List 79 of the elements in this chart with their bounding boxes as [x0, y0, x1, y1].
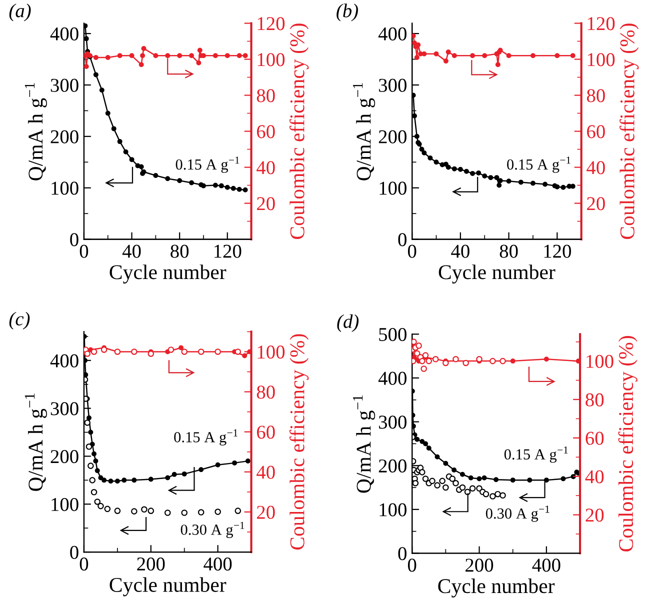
- y-axis-title: Q/mA h g$^{−1}$: [352, 82, 376, 180]
- annotation: 0.15 A g$^{−1}$: [507, 156, 570, 173]
- x-tick-label: 0: [408, 244, 416, 258]
- annotation: 0.30 A g$^{−1}$: [180, 522, 244, 538]
- y-tick-label: 100: [52, 498, 78, 512]
- y-tick-label: 100: [380, 182, 406, 195]
- chart-title: (c): [9, 312, 30, 330]
- y2-tick-label: 120: [258, 17, 285, 30]
- y2-axis-title: Coulombic efficiency (%): [289, 24, 309, 239]
- y2-tick-label: 100: [586, 354, 614, 368]
- x-tick-label: 400: [532, 558, 560, 572]
- annotation: 0.15 A g$^{−1}$: [176, 156, 240, 173]
- y2-tick-label: 40: [585, 470, 604, 484]
- x-tick-label: 0: [80, 557, 88, 571]
- y2-tick-label: 80: [586, 89, 605, 102]
- x-tick-label: 80: [500, 244, 518, 258]
- x-tick-label: 0: [408, 558, 416, 572]
- y-tick-label: 300: [50, 402, 78, 416]
- annotation: 0.15 A g$^{−1}$: [504, 446, 568, 463]
- y2-tick-label: 100: [258, 346, 285, 359]
- chart-title: (d): [337, 314, 359, 332]
- y-tick-label: 400: [378, 372, 406, 385]
- y2-tick-label: 40: [256, 161, 275, 174]
- x-tick-label: 200: [466, 558, 494, 572]
- y-axis-title: Q/mA h g$^{−1}$: [352, 395, 376, 493]
- y2-tick-label: 20: [587, 197, 605, 210]
- y-tick-label: 300: [378, 78, 406, 92]
- y-tick-label: 0: [70, 233, 78, 246]
- annotation: 0.30 A g$^{−1}$: [486, 506, 550, 522]
- y-tick-label: 500: [379, 328, 406, 342]
- annotation: 0.15 A g$^{−1}$: [174, 429, 238, 446]
- y-tick-label: 300: [50, 78, 78, 92]
- x-tick-label: 80: [170, 244, 189, 258]
- y2-tick-label: 20: [257, 506, 275, 519]
- y-tick-label: 200: [378, 130, 406, 144]
- y2-tick-label: 60: [586, 432, 604, 445]
- y2-tick-label: 80: [586, 393, 604, 406]
- y-tick-label: 300: [378, 416, 406, 429]
- y-tick-label: 0: [398, 547, 406, 560]
- chart-title: (a): [9, 4, 31, 22]
- y2-tick-label: 60: [587, 125, 605, 138]
- y-tick-label: 0: [70, 546, 78, 559]
- y-axis-title: Q/mA h g$^{−1}$: [24, 394, 47, 491]
- y-tick-label: 400: [378, 27, 406, 40]
- y2-axis-title: Coulombic efficiency (%): [618, 336, 638, 552]
- x-tick-label: 120: [544, 244, 572, 258]
- x-axis-title: Cycle number: [110, 577, 226, 596]
- y2-tick-label: 120: [588, 17, 615, 30]
- y2-axis-title: Coulombic efficiency (%): [289, 334, 309, 550]
- y2-tick-label: 100: [258, 53, 285, 66]
- y2-tick-label: 40: [256, 466, 275, 479]
- y-tick-label: 400: [50, 354, 78, 368]
- x-tick-label: 40: [122, 244, 141, 258]
- x-axis-title: Cycle number: [438, 578, 555, 598]
- y2-tick-label: 40: [586, 161, 605, 174]
- y2-tick-label: 80: [256, 386, 275, 399]
- y-axis-title: Q/mA h g$^{−1}$: [24, 82, 47, 180]
- x-axis-title: Cycle number: [438, 264, 556, 284]
- x-tick-label: 400: [204, 557, 232, 571]
- y2-tick-label: 60: [256, 125, 275, 138]
- x-tick-label: 40: [451, 244, 470, 258]
- x-tick-label: 200: [137, 557, 165, 571]
- x-tick-label: 120: [214, 244, 242, 258]
- y-tick-label: 0: [398, 233, 406, 246]
- y-tick-label: 100: [52, 182, 78, 195]
- y-tick-label: 200: [50, 130, 78, 144]
- x-axis-title: Cycle number: [110, 264, 226, 284]
- y-tick-label: 200: [378, 459, 406, 473]
- x-tick-label: 0: [80, 244, 88, 258]
- y2-tick-label: 80: [256, 89, 275, 102]
- y-tick-label: 400: [50, 27, 78, 40]
- y2-tick-label: 60: [256, 426, 275, 439]
- y-tick-label: 200: [50, 450, 78, 464]
- y2-tick-label: 20: [257, 197, 275, 210]
- y2-axis-title: Coulombic efficiency (%): [620, 24, 639, 239]
- y2-tick-label: 100: [588, 53, 615, 66]
- y-tick-label: 100: [380, 503, 406, 516]
- y2-tick-label: 20: [586, 508, 604, 522]
- chart-title: (b): [336, 4, 358, 22]
